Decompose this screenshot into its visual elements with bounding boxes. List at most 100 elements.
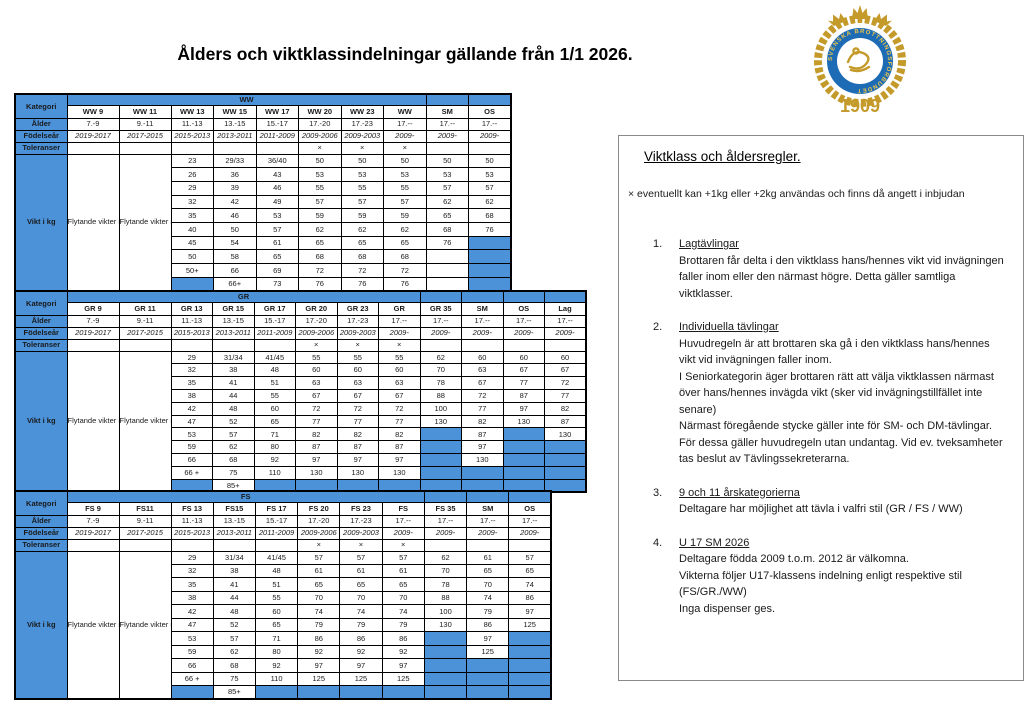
rule-number: 4. (653, 536, 663, 549)
age-cell: 17.-20 (295, 314, 338, 328)
weight-cell: 47 (170, 414, 213, 429)
birthyear-cell: 2015-2013 (170, 526, 214, 540)
weight-cell-filled (502, 465, 545, 480)
rule-item: 3. 9 och 11 årskategorierna Deltagare har … (653, 485, 1009, 518)
weight-cell-filled (508, 644, 552, 660)
rule-paragraph: I Seniorkategorin äger brottaren rätt at… (679, 370, 994, 416)
weight-cell: 59 (298, 208, 342, 223)
weight-cell: 55 (340, 180, 384, 196)
birthyear-cell: 2009-2003 (340, 129, 384, 143)
weight-cell: 43 (255, 167, 299, 182)
weight-cell: 67 (336, 388, 379, 403)
weight-cell: 53 (340, 167, 384, 182)
weight-cell: 52 (212, 414, 255, 429)
weight-cell-filled (508, 658, 552, 673)
weight-cell: 65 (298, 235, 342, 251)
weight-cell: 63 (336, 376, 379, 390)
weight-cell: 57 (255, 221, 299, 237)
weight-cell-filled (253, 478, 296, 493)
column-header: FS 35 (423, 501, 468, 516)
weight-cell: 53 (170, 427, 213, 442)
weight-cell: 41/45 (254, 550, 299, 565)
birthyear-cell: 2009- (544, 326, 587, 340)
birthyear-cell: 2009- (468, 129, 512, 143)
weight-cell: 70 (423, 563, 468, 579)
rule-number: 3. (653, 486, 663, 499)
weight-cell: 97 (461, 440, 504, 454)
weight-cell: 70 (381, 590, 425, 606)
weight-cell: 88 (419, 388, 462, 403)
column-header: FS 23 (339, 501, 383, 516)
weight-cell: 130 (378, 465, 421, 480)
weight-cell: 88 (423, 590, 468, 606)
weight-cell: 39 (213, 180, 257, 196)
weight-cell: 97 (508, 604, 552, 619)
weight-cell: 57 (298, 194, 342, 210)
column-header: GR 9 (66, 301, 120, 316)
weight-cell: 32 (170, 563, 214, 579)
weight-cell: 52 (212, 617, 256, 633)
weight-cell-filled (419, 440, 462, 454)
birthyear-cell: 2013-2011 (212, 526, 256, 540)
federation-logo-graphic: SVENSKA BROTTNINGSFÖRBUNDET 1909 (814, 5, 906, 116)
weight-cell: 68 (340, 249, 384, 264)
column-header: GR 20 (295, 301, 338, 316)
age-cell: 17.-- (508, 514, 552, 528)
weight-cell-filled (461, 465, 504, 480)
band-header-empty (502, 290, 545, 303)
row-label-vikt: Vikt i kg (14, 153, 68, 292)
weight-cell (425, 263, 470, 278)
weight-cell: 65 (253, 414, 296, 429)
column-header: SM (461, 301, 504, 316)
weight-cell-filled (419, 427, 462, 442)
weight-cell-filled (170, 685, 214, 700)
weight-cell: 65 (383, 235, 427, 251)
weight-cell-filled (461, 478, 504, 493)
weight-cell: 61 (466, 550, 510, 565)
rule-paragraph: Brottaren får delta i den viktklass hans… (679, 254, 1004, 300)
weight-cell: 76 (340, 276, 384, 292)
age-cell: 7.-9 (66, 117, 120, 131)
weight-cell: 66+ (213, 276, 257, 292)
weight-cell: 130 (502, 414, 545, 429)
weight-cell: 78 (423, 577, 468, 592)
weight-cell: 100 (419, 401, 462, 416)
weight-cell: 57 (425, 180, 470, 196)
birthyear-cell: 2009-2003 (336, 326, 379, 340)
row-label-toleranser: Toleranser (14, 141, 68, 155)
weight-cell: 50 (298, 153, 342, 169)
federation-logo: SVENSKA BROTTNINGSFÖRBUNDET 1909 (798, 4, 922, 116)
birthyear-cell: 2009-2006 (295, 326, 338, 340)
birthyear-cell: 2011-2009 (253, 326, 296, 340)
weight-cell: 65 (381, 577, 425, 592)
age-cell: 13.-15 (212, 514, 256, 528)
weight-cell: 35 (170, 208, 214, 223)
birthyear-cell: 2009- (425, 129, 470, 143)
weight-cell: 53 (468, 167, 512, 182)
weight-cell: 45 (170, 235, 214, 251)
weight-cell: 23 (170, 153, 214, 169)
column-header: FS 20 (297, 501, 341, 516)
weight-cell-filled (508, 685, 552, 700)
tolerance-cell (253, 338, 296, 352)
weight-cell: 57 (468, 180, 512, 196)
age-cell: 17.-- (466, 514, 510, 528)
weight-cell: 55 (336, 350, 379, 365)
row-label-toleranser: Toleranser (14, 338, 68, 352)
age-cell: 9.-11 (118, 514, 172, 528)
weight-cell: 53 (170, 631, 214, 646)
weight-cell: 74 (339, 604, 383, 619)
tolerance-cell (212, 338, 255, 352)
weight-cell: 87 (336, 440, 379, 454)
weight-cell: 38 (170, 590, 214, 606)
column-header: GR 17 (253, 301, 296, 316)
weight-cell: 76 (383, 276, 427, 292)
column-header: WW 20 (298, 104, 342, 119)
weight-cell-filled (468, 249, 512, 264)
floating-weight-note: Flytande vikter min 20 kg (118, 350, 172, 493)
tolerance-cell (423, 538, 468, 552)
weight-cell-filled (508, 631, 552, 646)
weight-cell: 125 (508, 617, 552, 633)
age-cell: 17.-- (423, 514, 468, 528)
tolerance-cell (66, 338, 120, 352)
